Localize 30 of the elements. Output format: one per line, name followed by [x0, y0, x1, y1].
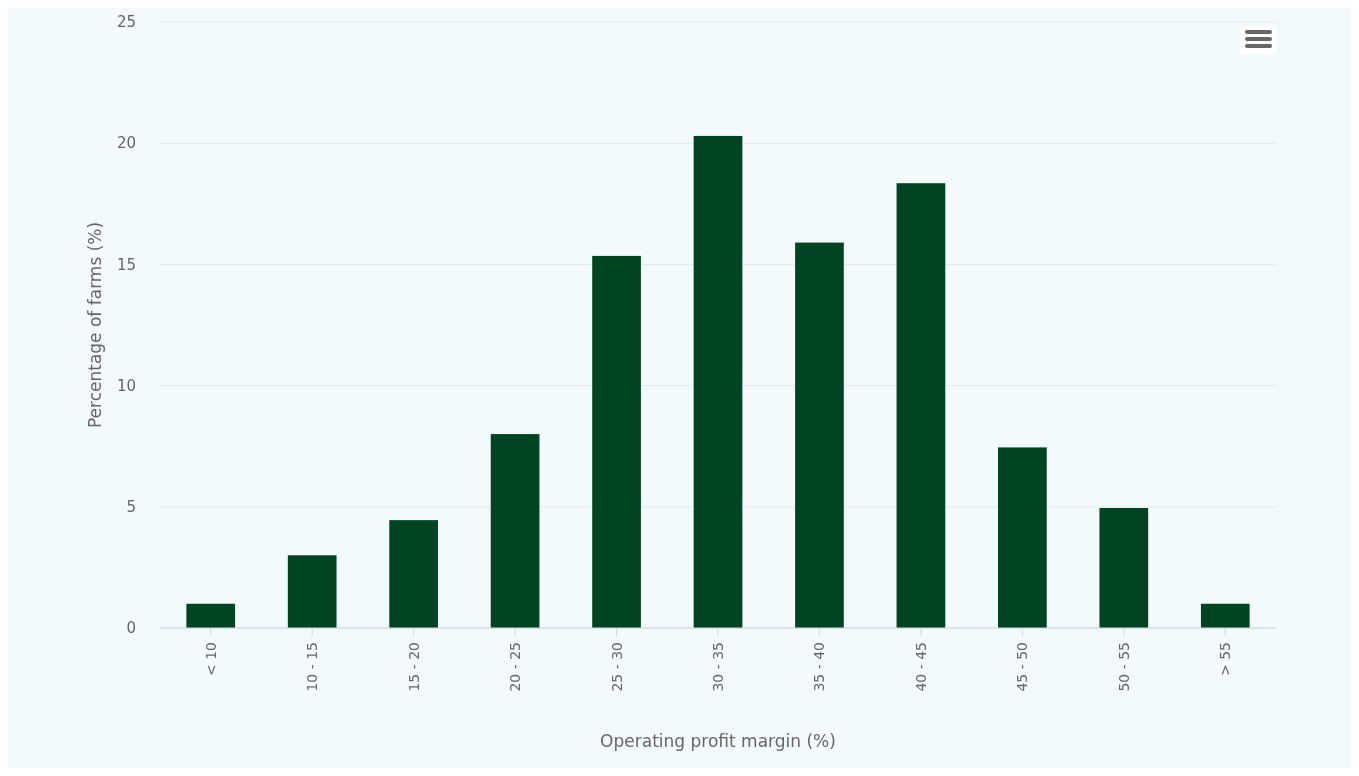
bar [592, 255, 641, 628]
bar [795, 242, 844, 628]
x-tick-label: < 10 [202, 642, 219, 676]
x-tick-label: > 55 [1217, 642, 1234, 676]
bar [490, 434, 540, 628]
x-tick-label: 30 - 35 [710, 642, 726, 692]
x-tick-label: 40 - 45 [912, 642, 929, 692]
y-tick-label: 25 [116, 13, 136, 32]
x-tick-label: 25 - 30 [608, 642, 625, 692]
y-tick-label: 0 [126, 619, 136, 638]
y-tick-label: 15 [116, 255, 136, 274]
x-tick-label: 35 - 40 [811, 642, 828, 692]
bar [186, 603, 236, 628]
x-axis-title: Operating profit margin (%) [600, 731, 836, 751]
y-tick-label: 20 [116, 134, 136, 153]
bar [693, 135, 743, 628]
bar [287, 555, 337, 628]
x-tick-label: 10 - 15 [304, 642, 321, 692]
x-tick-label: 50 - 55 [1115, 642, 1132, 692]
x-tick-label: 45 - 50 [1014, 642, 1031, 692]
bar [1099, 508, 1149, 628]
y-axis-title: Percentage of farms (%) [85, 221, 105, 429]
bar [998, 447, 1047, 628]
bar [896, 183, 946, 628]
bar [389, 520, 438, 628]
x-tick-label: 15 - 20 [405, 642, 422, 692]
bar [1200, 603, 1250, 628]
y-tick-label: 10 [116, 376, 136, 395]
x-tick-label: 20 - 25 [507, 642, 524, 692]
y-tick-label: 5 [126, 498, 136, 517]
